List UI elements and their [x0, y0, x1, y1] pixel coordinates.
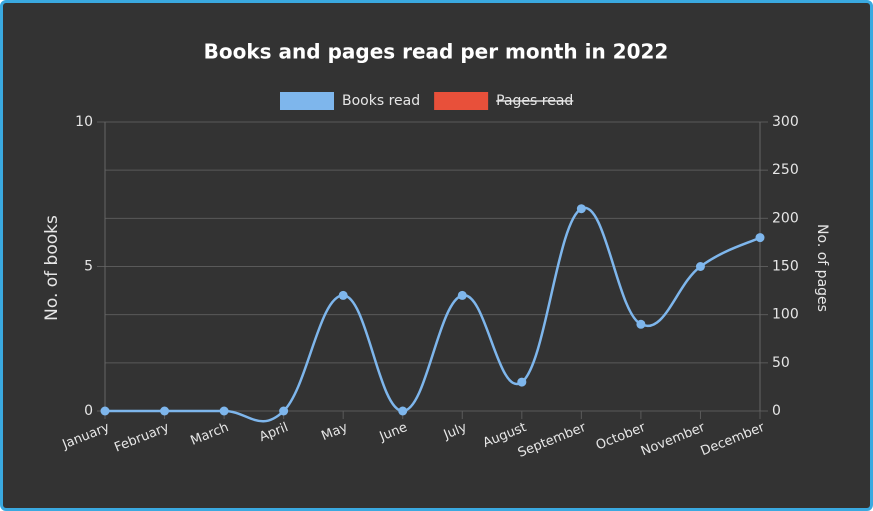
x-tick-label: September: [516, 420, 589, 461]
y-tick-label: 10: [75, 114, 93, 130]
x-tick-label: January: [60, 420, 113, 453]
data-point: [338, 290, 348, 300]
data-point: [517, 377, 527, 387]
y2-axis-title: No. of pages: [814, 224, 830, 312]
legend-label: Pages read: [496, 93, 573, 109]
data-point: [219, 406, 229, 416]
x-tick-label: March: [189, 420, 231, 449]
y2-tick-label: 100: [772, 307, 799, 323]
data-point: [755, 233, 765, 243]
y2-tick-label: 250: [772, 162, 799, 178]
y2-tick-label: 0: [772, 403, 781, 419]
data-point: [636, 319, 646, 329]
legend-swatch: [280, 92, 334, 110]
y-tick-label: 0: [84, 403, 93, 419]
x-tick-label: June: [377, 420, 410, 445]
y-axis-title: No. of books: [42, 215, 62, 321]
legend-swatch: [434, 92, 489, 110]
x-tick-label: February: [112, 420, 171, 456]
legend-label: Books read: [342, 93, 420, 109]
data-point: [398, 406, 408, 416]
data-point: [279, 406, 289, 416]
x-tick-label: July: [441, 420, 470, 443]
y2-tick-label: 150: [772, 259, 799, 275]
x-tick-label: May: [319, 420, 350, 444]
y2-tick-label: 200: [772, 210, 799, 226]
x-tick-label: November: [639, 420, 708, 459]
data-point: [160, 406, 170, 416]
data-point: [576, 204, 586, 214]
y2-tick-label: 300: [772, 114, 799, 130]
x-tick-label: December: [699, 420, 768, 459]
data-point: [457, 290, 467, 300]
y-tick-label: 5: [84, 259, 93, 275]
chart-title: Books and pages read per month in 2022: [204, 40, 669, 64]
data-point: [100, 406, 110, 416]
x-tick-label: April: [257, 420, 290, 445]
y2-tick-label: 50: [772, 355, 790, 371]
data-point: [695, 262, 705, 271]
